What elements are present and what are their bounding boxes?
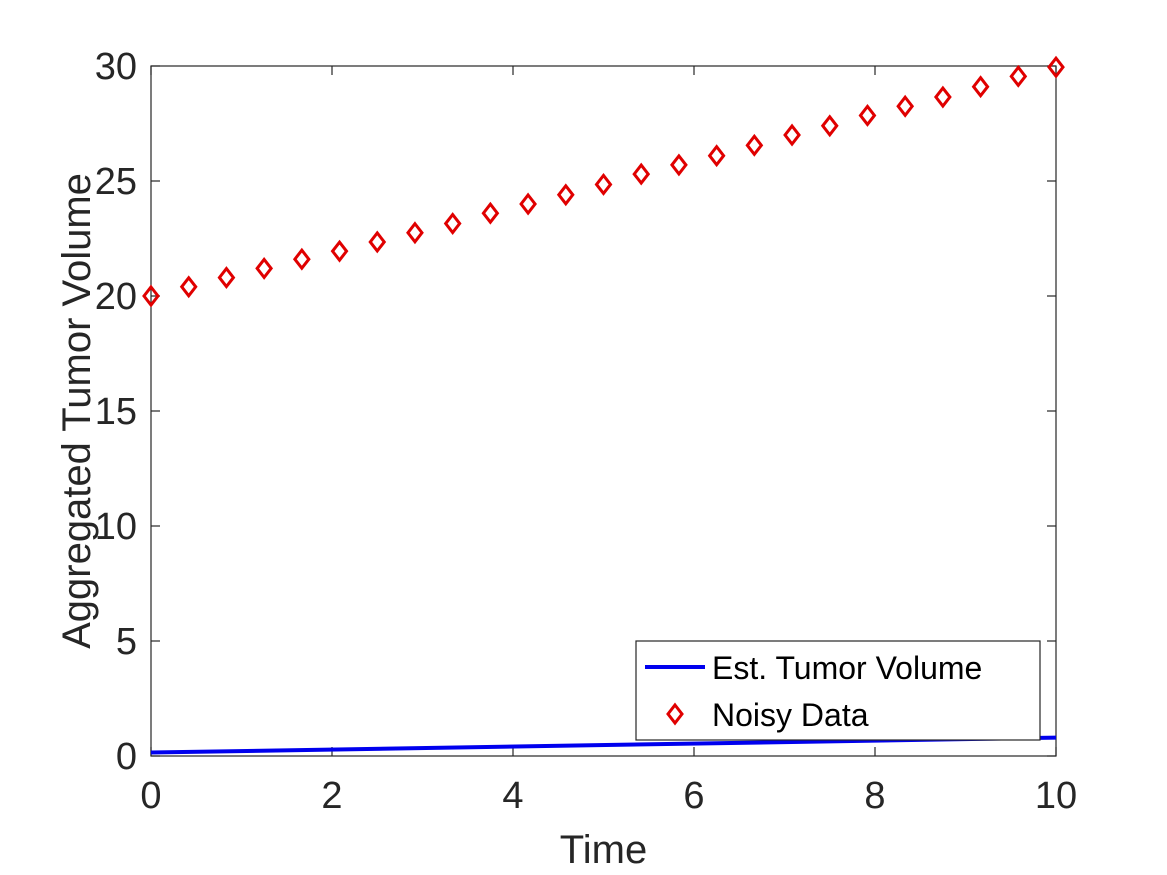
noisy-data-point [670, 153, 688, 177]
noisy-data-point [1009, 64, 1028, 88]
legend-entry-noisy-data: Noisy Data [712, 697, 869, 733]
y-tick-label: 30 [95, 46, 137, 88]
x-tick-label: 2 [321, 775, 342, 817]
noisy-data-point [179, 275, 198, 299]
noisy-data-point [443, 212, 462, 235]
noisy-data-point [556, 183, 575, 207]
noisy-data-point [1047, 55, 1065, 79]
noisy-data-point [745, 133, 764, 157]
x-tick-label: 10 [1035, 775, 1077, 817]
legend: Est. Tumor Volume Noisy Data [635, 640, 1041, 741]
legend-entry-est-tumor-volume: Est. Tumor Volume [712, 650, 982, 686]
y-tick-label: 0 [116, 736, 137, 778]
y-tick-label: 5 [116, 621, 137, 663]
noisy-data-point [820, 114, 839, 138]
noisy-data-point [783, 123, 801, 147]
noisy-data-point [858, 104, 877, 127]
noisy-data-point [707, 144, 726, 168]
x-axis-label: Time [560, 828, 647, 872]
noisy-data-point [406, 221, 424, 245]
x-tick-label: 8 [864, 775, 885, 817]
y-tick-label: 10 [95, 506, 137, 548]
noisy-data-point [330, 239, 349, 263]
y-tick-label: 20 [95, 276, 137, 318]
noisy-data-point [896, 94, 915, 118]
y-tick-label: 15 [95, 391, 137, 433]
legend-box [635, 640, 1041, 741]
y-tick-label: 25 [95, 161, 137, 203]
legend-diamond-swatch [666, 702, 684, 726]
noisy-data-point [971, 75, 990, 99]
noisy-data-point [632, 162, 651, 186]
y-axis-label: Aggregated Tumor Volume [55, 173, 99, 649]
noisy-data-point [933, 85, 952, 109]
x-tick-label: 0 [140, 775, 161, 817]
x-tick-label: 6 [683, 775, 704, 817]
x-tick-label: 4 [502, 775, 523, 817]
noisy-data-point [481, 201, 500, 225]
noisy-data-point [292, 247, 311, 271]
axes: 0 2 4 6 8 10 0 5 10 15 20 25 30 [95, 46, 1077, 817]
noisy-data-point [217, 266, 236, 290]
noisy-data-point [594, 173, 613, 196]
noisy-data-point [368, 230, 387, 254]
noisy-data-point [255, 256, 274, 280]
noisy-data-point [142, 284, 160, 308]
noisy-data-point [519, 192, 537, 216]
